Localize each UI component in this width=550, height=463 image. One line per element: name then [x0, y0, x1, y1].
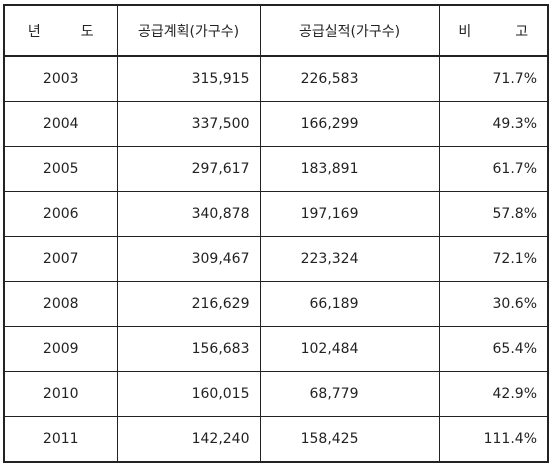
header-plan: 공급계획(가구수): [116, 4, 261, 57]
cell-year: 2011: [3, 416, 118, 463]
cell-plan: 216,629: [116, 281, 261, 327]
cell-actual: 223,324: [259, 236, 440, 282]
table-row: 2010 160,015 68,779 42.9%: [3, 371, 549, 417]
table-row: 2006 340,878 197,169 57.8%: [3, 191, 549, 237]
cell-actual: 166,299: [259, 101, 440, 147]
table-row: 2011 142,240 158,425 111.4%: [3, 416, 549, 463]
cell-note: 111.4%: [438, 416, 549, 463]
header-year-right: 도: [80, 23, 94, 40]
cell-plan: 142,240: [116, 416, 261, 463]
cell-note: 65.4%: [438, 326, 549, 372]
cell-year: 2009: [3, 326, 118, 372]
cell-year: 2004: [3, 101, 118, 147]
header-actual: 공급실적(가구수): [259, 4, 440, 57]
cell-plan: 337,500: [116, 101, 261, 147]
cell-note: 71.7%: [438, 55, 549, 102]
cell-plan: 297,617: [116, 146, 261, 192]
header-year-left: 년: [27, 23, 41, 40]
table-row: 2007 309,467 223,324 72.1%: [3, 236, 549, 282]
cell-plan: 156,683: [116, 326, 261, 372]
table-row: 2009 156,683 102,484 65.4%: [3, 326, 549, 372]
table-row: 2004 337,500 166,299 49.3%: [3, 101, 549, 147]
table-row: 2008 216,629 66,189 30.6%: [3, 281, 549, 327]
cell-actual: 226,583: [259, 55, 440, 102]
cell-year: 2005: [3, 146, 118, 192]
header-note-left: 비: [458, 23, 472, 40]
cell-actual: 183,891: [259, 146, 440, 192]
cell-year: 2008: [3, 281, 118, 327]
table-row: 2005 297,617 183,891 61.7%: [3, 146, 549, 192]
cell-actual: 158,425: [259, 416, 440, 463]
cell-year: 2010: [3, 371, 118, 417]
cell-year: 2007: [3, 236, 118, 282]
cell-year: 2003: [3, 55, 118, 102]
cell-plan: 160,015: [116, 371, 261, 417]
cell-plan: 309,467: [116, 236, 261, 282]
cell-note: 57.8%: [438, 191, 549, 237]
cell-actual: 66,189: [259, 281, 440, 327]
cell-plan: 340,878: [116, 191, 261, 237]
cell-actual: 102,484: [259, 326, 440, 372]
cell-note: 61.7%: [438, 146, 549, 192]
cell-note: 42.9%: [438, 371, 549, 417]
table-row: 2003 315,915 226,583 71.7%: [3, 55, 549, 102]
cell-note: 30.6%: [438, 281, 549, 327]
cell-year: 2006: [3, 191, 118, 237]
cell-actual: 68,779: [259, 371, 440, 417]
cell-actual: 197,169: [259, 191, 440, 237]
cell-note: 49.3%: [438, 101, 549, 147]
header-note-right: 고: [515, 23, 529, 40]
cell-plan: 315,915: [116, 55, 261, 102]
cell-note: 72.1%: [438, 236, 549, 282]
table-body: 2003 315,915 226,583 71.7% 2004 337,500 166,29…: [3, 55, 549, 463]
